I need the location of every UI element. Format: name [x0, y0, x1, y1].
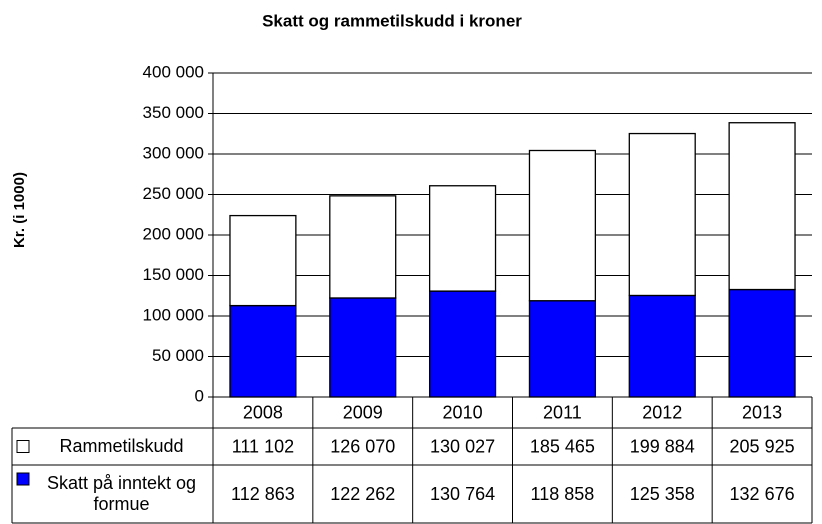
bar	[229, 304, 297, 398]
y-tick-label: 0	[195, 386, 204, 405]
bar	[428, 185, 497, 292]
table-value: 132 676	[730, 484, 795, 504]
table-value: 111 102	[232, 436, 294, 456]
x-tick-label: 2012	[642, 402, 682, 422]
bar	[528, 300, 597, 398]
legend-entry: Skatt på inntekt og formue	[46, 473, 197, 514]
bar	[229, 214, 297, 307]
bar	[628, 132, 696, 297]
table-value: 122 262	[330, 484, 395, 504]
table-value: 118 858	[531, 484, 595, 504]
x-tick-label: 2011	[543, 402, 582, 422]
legend-marker	[16, 440, 30, 453]
legend-label: Rammetilskudd	[59, 436, 184, 456]
legend-entry: Rammetilskudd	[59, 436, 184, 456]
chart-title: Skatt og rammetilskudd i kroner	[262, 11, 522, 30]
table-value: 126 070	[330, 436, 395, 456]
y-tick-label: 150 000	[143, 265, 204, 284]
y-tick-label: 250 000	[143, 184, 204, 203]
legend-marker	[16, 472, 30, 486]
y-tick-label: 300 000	[143, 143, 204, 162]
table-value: 125 358	[630, 484, 695, 504]
bar	[728, 122, 796, 291]
table-value: 130 027	[430, 436, 495, 456]
bar	[428, 290, 497, 398]
table-value: 199 884	[630, 436, 695, 456]
bar	[628, 294, 696, 398]
table-value: 130 764	[430, 484, 495, 504]
y-tick-label: 200 000	[143, 224, 204, 243]
x-tick-label: 2013	[742, 402, 782, 422]
table-value: 185 465	[530, 436, 595, 456]
y-tick-label: 50 000	[152, 346, 204, 365]
x-tick-label: 2009	[343, 402, 383, 422]
y-tick-label: 350 000	[143, 103, 204, 122]
y-tick-label: 100 000	[143, 305, 204, 324]
bar	[329, 297, 397, 398]
bar	[728, 288, 796, 398]
x-tick-label: 2010	[443, 402, 483, 422]
y-axis-label: Kr. (i 1000)	[11, 172, 28, 248]
bar	[329, 195, 397, 299]
bar	[528, 149, 597, 302]
x-tick-label: 2008	[243, 402, 283, 422]
table-value: 205 925	[730, 436, 795, 456]
table-value: 112 863	[231, 484, 295, 504]
y-tick-label: 400 000	[143, 62, 204, 81]
legend-label: Skatt på inntekt og formue	[46, 473, 197, 514]
